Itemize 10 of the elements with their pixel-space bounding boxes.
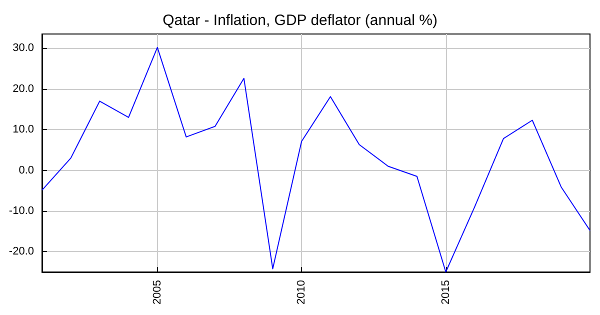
chart-title: Qatar - Inflation, GDP deflator (annual %): [162, 12, 438, 29]
y-tick-label: 20.0: [12, 82, 34, 95]
y-tick-label: 10.0: [12, 124, 34, 136]
x-tick-label: 2010: [296, 280, 308, 304]
y-tick-label: -10.0: [8, 204, 34, 217]
x-tick-label: 2015: [440, 280, 452, 304]
y-tick-label: 0.0: [18, 164, 34, 176]
y-tick-label: 30.0: [12, 42, 34, 54]
x-tick-label: 2005: [151, 280, 164, 304]
y-tick-label: -20.0: [8, 246, 34, 258]
